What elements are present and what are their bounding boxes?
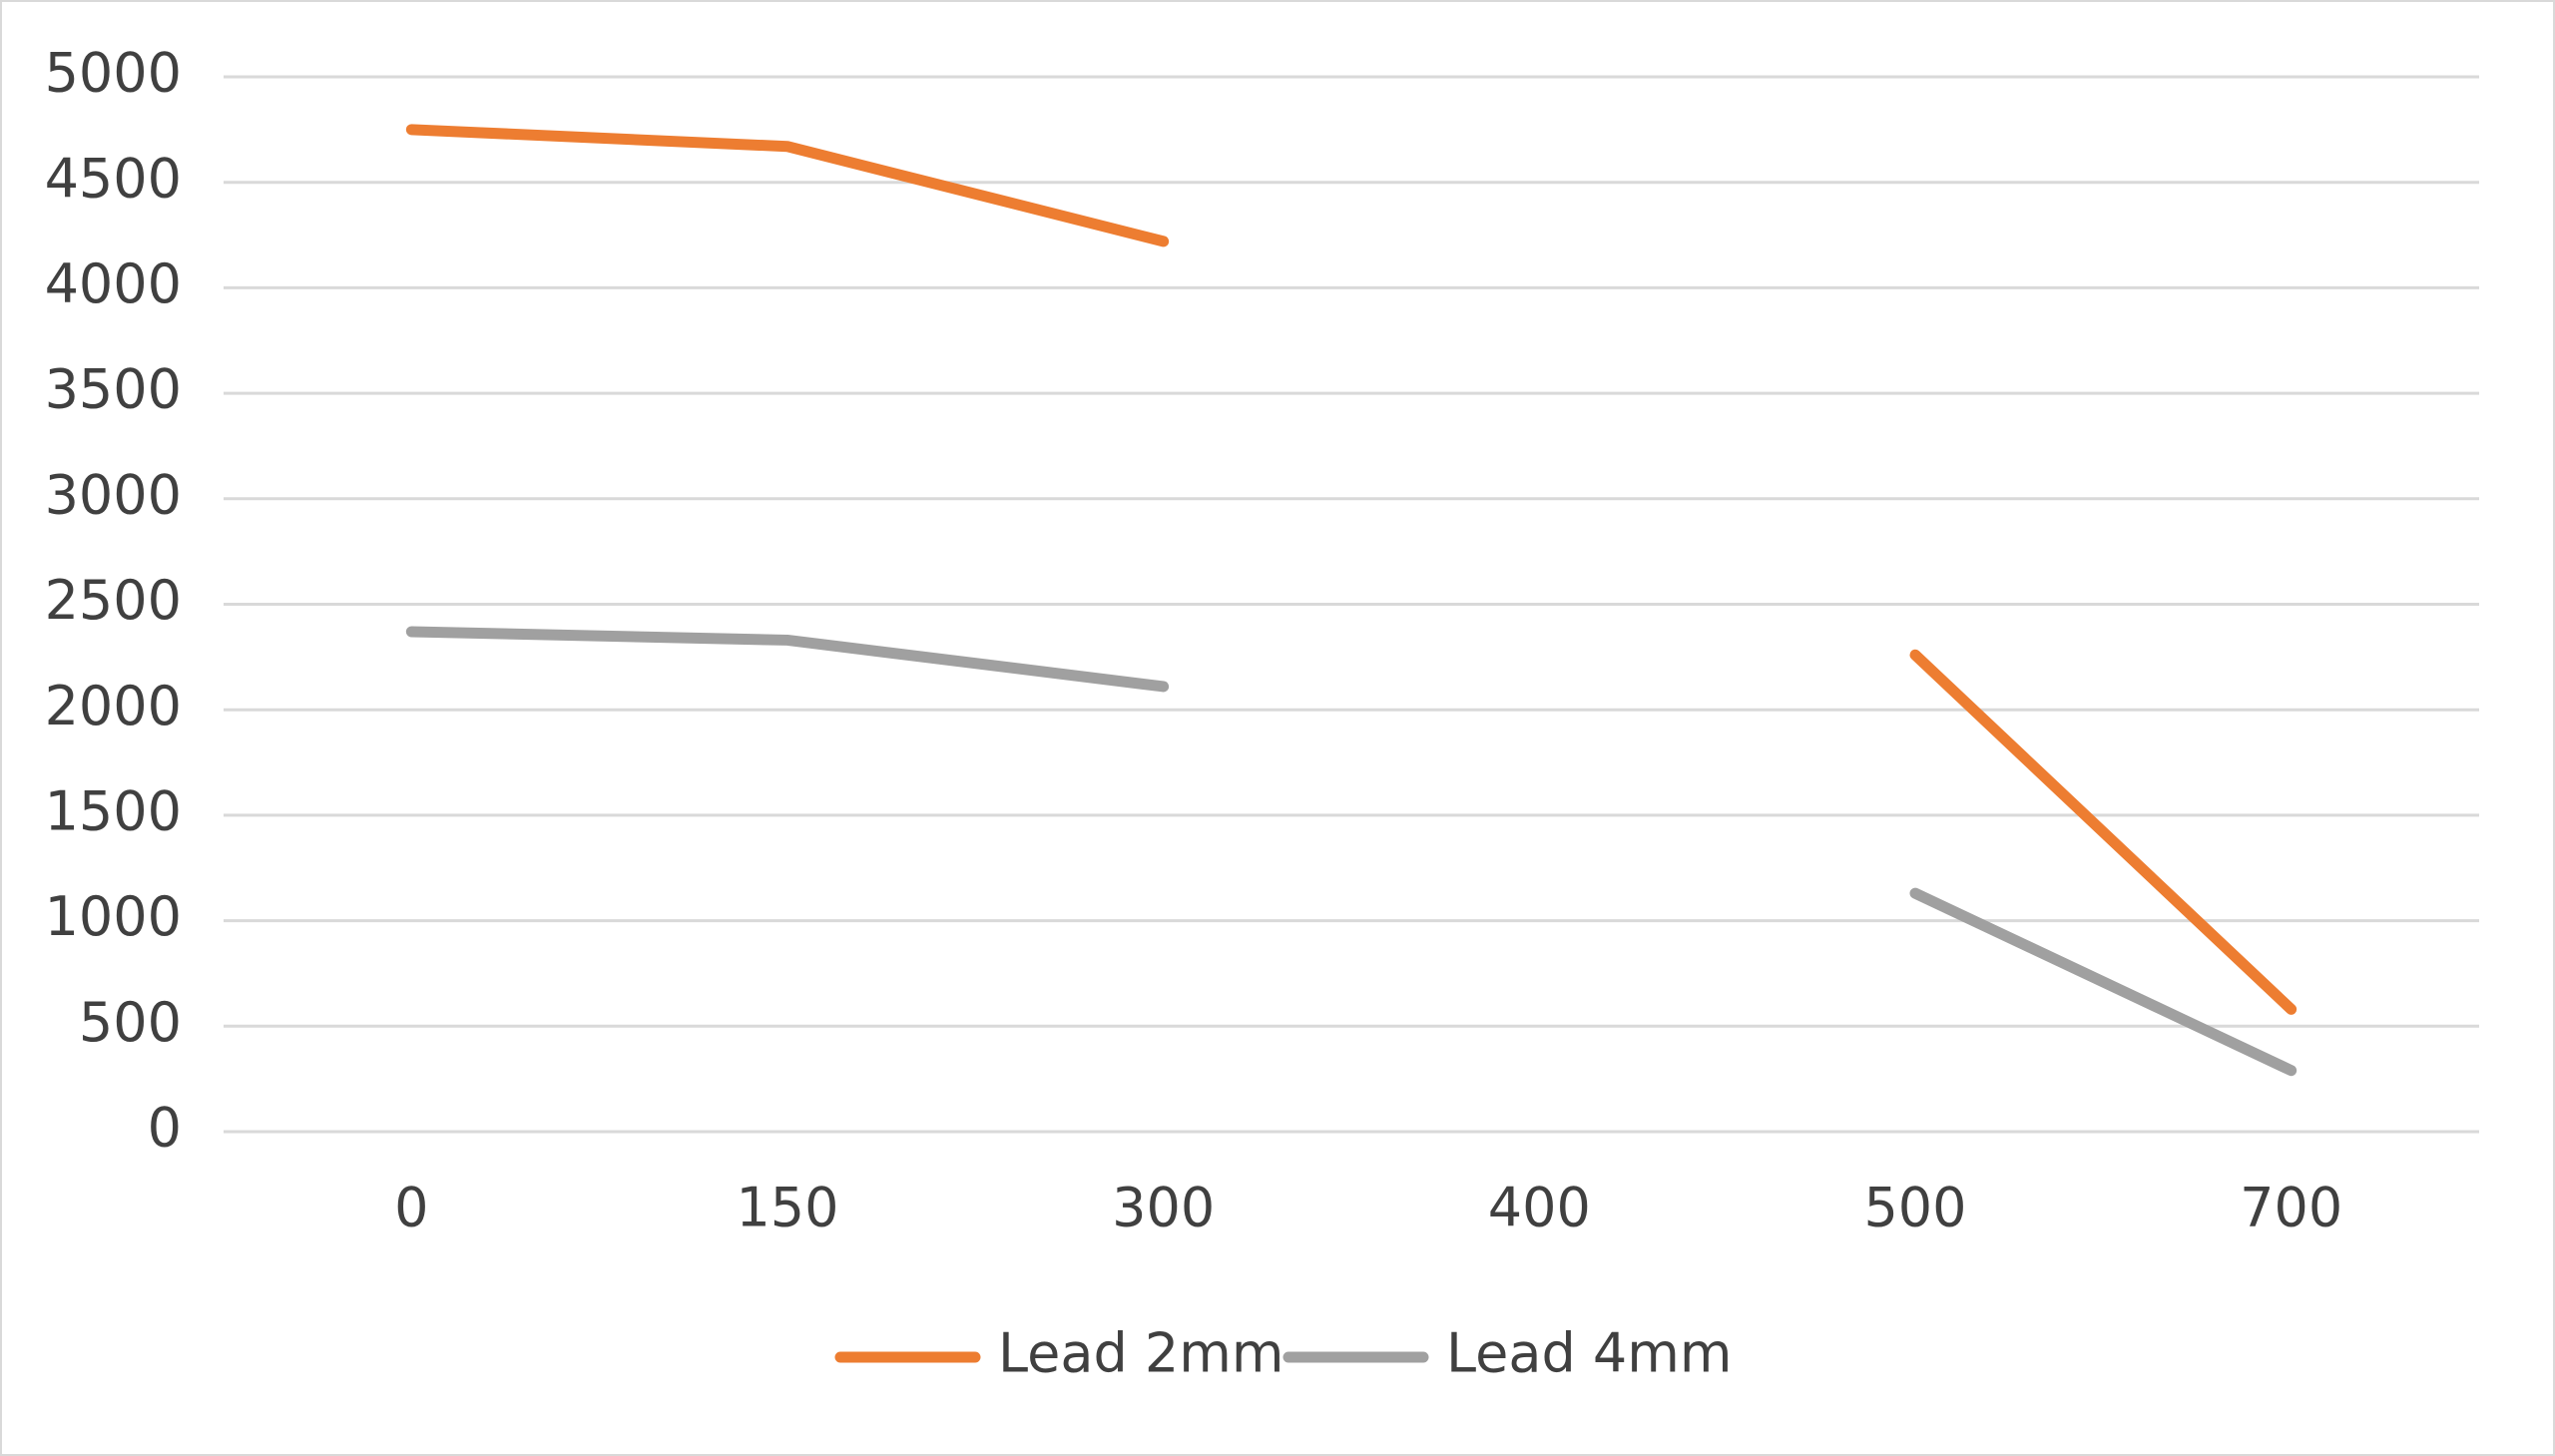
x-tick-label: 300	[1112, 1177, 1215, 1239]
y-tick-label: 500	[79, 991, 182, 1054]
x-tick-label: 700	[2240, 1177, 2342, 1239]
x-tick-label: 0	[394, 1177, 428, 1239]
line-series	[405, 626, 2298, 1077]
x-tick-label: 500	[1863, 1177, 1966, 1239]
y-tick-label: 0	[148, 1097, 182, 1160]
y-tick-label: 1000	[45, 885, 182, 948]
y-tick-label: 3000	[45, 463, 182, 526]
y-tick-label: 4500	[45, 147, 182, 210]
line-series	[405, 124, 2298, 1015]
y-tick-label: 2500	[45, 569, 182, 632]
y-tick-label: 2000	[45, 675, 182, 737]
legend-label: Lead 4mm	[1446, 1322, 1732, 1385]
x-tick-label: 400	[1488, 1177, 1591, 1239]
y-tick-label: 4000	[45, 252, 182, 315]
legend-label: Lead 2mm	[998, 1322, 1283, 1385]
y-tick-label: 1500	[45, 780, 182, 843]
y-tick-label: 3500	[45, 358, 182, 421]
y-tick-label: 5000	[45, 42, 182, 105]
x-tick-label: 150	[736, 1177, 838, 1239]
